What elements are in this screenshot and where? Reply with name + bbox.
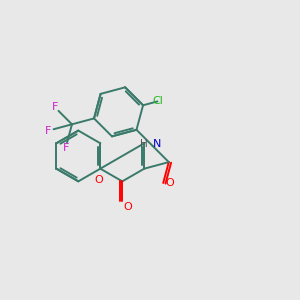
Text: O: O <box>166 178 174 188</box>
Text: O: O <box>124 202 133 212</box>
Text: Cl: Cl <box>152 96 163 106</box>
Text: O: O <box>94 175 103 185</box>
Text: F: F <box>45 126 52 136</box>
Text: F: F <box>62 143 69 153</box>
Text: H: H <box>140 140 147 149</box>
Text: N: N <box>153 140 161 149</box>
Text: F: F <box>52 102 58 112</box>
